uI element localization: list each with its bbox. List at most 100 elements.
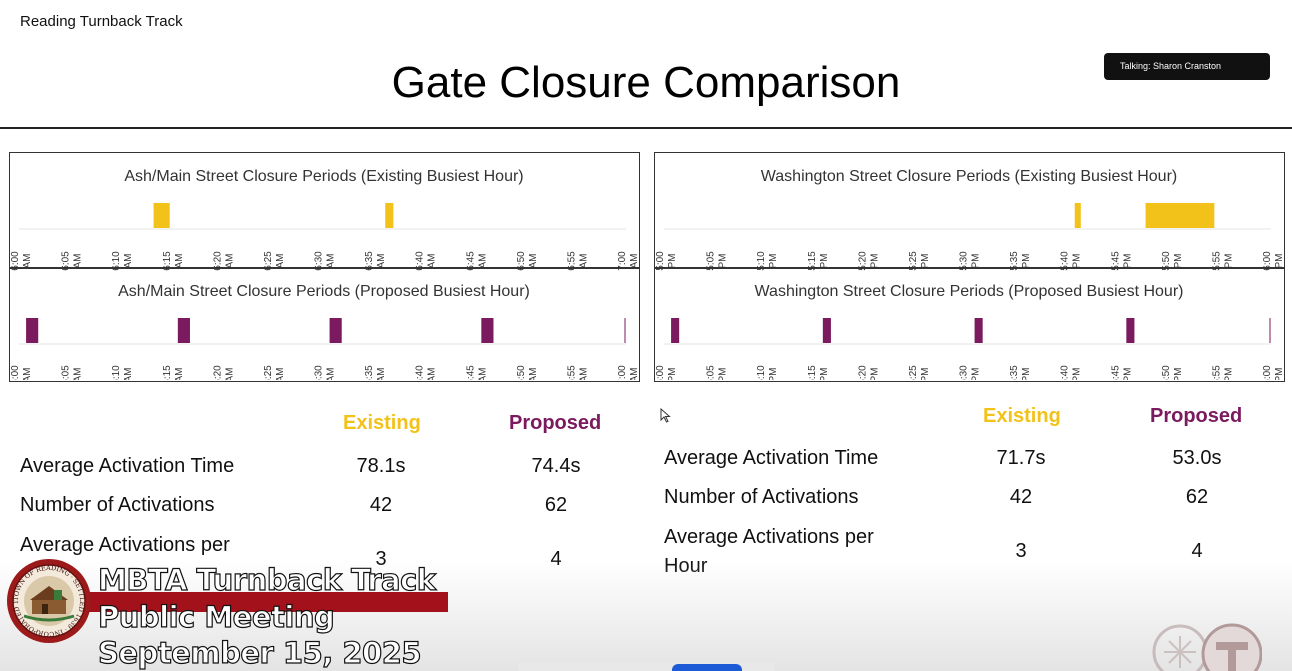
tick-ampm: AM — [629, 368, 638, 381]
tick-time: 5:40 — [1060, 365, 1071, 380]
tick-ampm: AM — [629, 254, 638, 269]
tick-time: 5:30 — [959, 251, 970, 271]
banner-line-1: MBTA Turnback Track — [97, 562, 436, 597]
existing-closure-bar — [1074, 203, 1081, 228]
tick-label: 5:30 PM — [959, 251, 982, 271]
tick-label: 5:00 PM — [655, 251, 678, 271]
tick-ampm: PM — [768, 368, 779, 381]
tick-label: 6:10 AM — [111, 365, 134, 380]
stat-existing-value: 78.1s — [356, 455, 406, 477]
tick-ampm: PM — [1274, 254, 1283, 269]
tick-ampm: PM — [819, 254, 830, 269]
slide-title: Gate Closure Comparison — [391, 58, 901, 107]
tick-label: 5:05 PM — [706, 251, 729, 271]
tick-label: 5:35 PM — [1009, 251, 1032, 271]
stat-existing-value: 3 — [1015, 540, 1027, 562]
stat-proposed-value: 62 — [1185, 486, 1209, 508]
tick-label: 6:00 AM — [10, 365, 33, 380]
tick-time: 6:50 — [516, 365, 527, 380]
tick-label: 6:40 AM — [415, 365, 438, 380]
tick-label: 5:20 PM — [857, 251, 880, 271]
tick-time: 5:35 — [1009, 251, 1020, 271]
tick-ampm: AM — [578, 368, 589, 381]
bottom-overlay — [0, 560, 1292, 671]
tick-label: 6:45 AM — [465, 251, 488, 271]
tick-label: 6:55 AM — [566, 365, 589, 380]
tick-ampm: PM — [1072, 368, 1083, 381]
tick-label: 5:10 PM — [756, 251, 779, 271]
existing-chart-title: Washington Street Closure Periods (Exist… — [761, 168, 1177, 185]
tick-time: 5:05 — [706, 365, 717, 380]
tick-label: 6:15 AM — [162, 365, 185, 380]
tick-ampm: AM — [326, 368, 337, 381]
proposed-closure-bar — [177, 318, 190, 343]
tick-ampm: AM — [427, 368, 438, 381]
tick-ampm: PM — [869, 254, 880, 269]
proposed-closure-bar — [481, 318, 494, 343]
tick-label: 5:35 PM — [1009, 365, 1032, 380]
tick-time: 6:20 — [212, 251, 223, 271]
tick-label: 6:15 AM — [162, 251, 185, 271]
tick-ampm: PM — [971, 254, 982, 269]
tick-time: 5:50 — [1161, 251, 1172, 271]
tick-time: 5:00 — [655, 251, 666, 271]
tick-time: 6:20 — [212, 365, 223, 380]
bottom-toolbar-button[interactable] — [672, 664, 742, 671]
tick-time: 5:20 — [857, 365, 868, 380]
tick-label: 6:05 AM — [61, 365, 84, 380]
tick-time: 6:50 — [516, 251, 527, 271]
tick-ampm: AM — [427, 254, 438, 269]
tick-label: 6:05 AM — [61, 251, 84, 271]
tick-label: 5:50 PM — [1161, 365, 1184, 380]
tick-time: 5:55 — [1211, 251, 1222, 271]
tick-ampm: PM — [1072, 254, 1083, 269]
stat-label: Average Activations per — [20, 534, 230, 556]
existing-chart-title: Ash/Main Street Closure Periods (Existin… — [124, 168, 523, 185]
panel-divider — [655, 267, 1284, 269]
tick-label: 5:15 PM — [807, 251, 830, 271]
tick-ampm: AM — [174, 368, 185, 381]
existing-closure-bar — [153, 203, 170, 228]
tick-label: 6:25 AM — [263, 251, 286, 271]
tick-time: 6:55 — [566, 365, 577, 380]
tick-ampm: PM — [1173, 254, 1184, 269]
tick-label: 6:40 AM — [415, 251, 438, 271]
tick-ampm: AM — [376, 254, 387, 269]
washington-timeline-chart: Washington Street Closure Periods (Exist… — [655, 168, 1283, 381]
tick-label: 5:15 PM — [807, 365, 830, 380]
tick-ampm: AM — [123, 368, 134, 381]
tick-label: 6:50 AM — [516, 365, 539, 380]
tick-ampm: AM — [123, 254, 134, 269]
tick-label: 5:05 PM — [706, 365, 729, 380]
tick-ampm: AM — [224, 254, 235, 269]
tick-label: 6:35 AM — [364, 251, 387, 271]
tick-time: 5:40 — [1060, 251, 1071, 271]
tick-time: 5:15 — [807, 251, 818, 271]
stat-proposed-value: 74.4s — [531, 455, 581, 477]
tick-time: 5:50 — [1161, 365, 1172, 380]
stat-proposed-value: 53.0s — [1172, 447, 1222, 469]
stat-existing-value: 42 — [369, 494, 393, 516]
tick-ampm: PM — [869, 368, 880, 381]
tick-time: 5:00 — [655, 365, 666, 380]
tick-label: 6:30 AM — [314, 365, 337, 380]
window-title: Reading Turnback Track — [20, 13, 183, 30]
tick-label: 6:20 AM — [212, 365, 235, 380]
tick-time: 7:00 — [617, 365, 628, 380]
bottom-toolbar — [518, 662, 774, 671]
tick-ampm: AM — [22, 254, 33, 269]
tick-ampm: AM — [73, 368, 84, 381]
tick-time: 6:25 — [263, 251, 274, 271]
proposed-header: Proposed — [509, 412, 602, 434]
tick-label: 5:30 PM — [959, 365, 982, 380]
tick-label: 5:10 PM — [756, 365, 779, 380]
tick-ampm: AM — [326, 254, 337, 269]
tick-label: 5:20 PM — [857, 365, 880, 380]
tick-ampm: AM — [224, 368, 235, 381]
tick-label: 6:55 AM — [566, 251, 589, 271]
tick-ampm: AM — [376, 368, 387, 381]
talking-indicator: Talking: Sharon Cranston — [1104, 53, 1270, 80]
